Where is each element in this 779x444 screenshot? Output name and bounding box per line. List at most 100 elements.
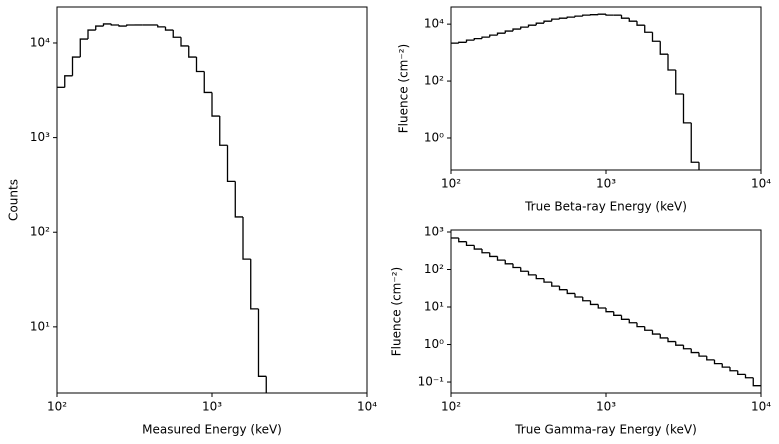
histogram-step bbox=[558, 17, 568, 20]
x-tick-label: 10² bbox=[441, 400, 461, 414]
histogram-step bbox=[605, 308, 614, 313]
histogram-step bbox=[211, 92, 220, 117]
histogram-step bbox=[164, 26, 174, 31]
histogram-step bbox=[126, 24, 135, 27]
histogram-step bbox=[180, 37, 189, 47]
histogram-step bbox=[582, 296, 591, 302]
histogram-step bbox=[636, 21, 645, 26]
histogram-step bbox=[690, 122, 699, 163]
histogram-step bbox=[527, 24, 537, 28]
panel: 10² 10³ 10⁴ 10⁰ 10² 10⁴ True Beta-ray Energy (… bbox=[397, 6, 771, 214]
histogram-step bbox=[110, 23, 120, 26]
x-tick-label: 10³ bbox=[202, 400, 222, 414]
y-tick-label: 10³ bbox=[424, 224, 444, 238]
y-tick-label: 10⁴ bbox=[30, 35, 50, 49]
histogram-step bbox=[698, 162, 700, 170]
histogram-step bbox=[651, 32, 661, 42]
y-axis-label: Fluence (cm⁻²) bbox=[397, 44, 411, 133]
histogram-step bbox=[257, 308, 267, 377]
histogram-step bbox=[737, 370, 746, 376]
histogram-step bbox=[620, 315, 630, 320]
histogram-step bbox=[628, 18, 638, 22]
histogram-step bbox=[489, 34, 498, 38]
histogram-step bbox=[234, 181, 244, 218]
histogram-step bbox=[496, 32, 506, 36]
histogram-step bbox=[496, 256, 506, 261]
histogram-step bbox=[195, 57, 205, 73]
histogram-step bbox=[465, 241, 475, 247]
histogram-step bbox=[520, 26, 529, 30]
histogram-step bbox=[644, 326, 653, 331]
histogram-step bbox=[481, 36, 490, 39]
histogram-step bbox=[566, 289, 576, 295]
x-tick-label: 10³ bbox=[596, 177, 616, 191]
histogram-step bbox=[566, 16, 576, 19]
histogram-step bbox=[644, 25, 653, 33]
histogram-step bbox=[752, 377, 761, 387]
panel: 10² 10³ 10⁴ 10¹ 10² 10³ 10⁴ Measured Energy (ke… bbox=[7, 6, 377, 437]
histogram-step bbox=[675, 341, 684, 346]
histogram-step bbox=[118, 24, 127, 27]
plot-area bbox=[57, 23, 267, 393]
histogram-step bbox=[512, 28, 521, 32]
histogram-step bbox=[465, 39, 475, 43]
histogram-step bbox=[512, 263, 521, 269]
plot-area bbox=[451, 13, 700, 170]
x-tick-label: 10⁴ bbox=[751, 400, 771, 414]
histogram-step bbox=[219, 116, 228, 146]
histogram-step bbox=[95, 25, 104, 31]
histogram-step bbox=[589, 300, 599, 306]
histogram-step bbox=[682, 345, 692, 350]
x-axis-label: True Beta-ray Energy (keV) bbox=[524, 200, 687, 214]
histogram-step bbox=[473, 245, 483, 250]
histogram-step bbox=[535, 22, 544, 26]
histogram-step bbox=[71, 56, 81, 76]
y-tick-label: 10³ bbox=[30, 130, 50, 144]
x-tick-label: 10² bbox=[441, 177, 461, 191]
y-tick-label: 10⁰ bbox=[424, 130, 444, 144]
y-axis-label: Fluence (cm⁻²) bbox=[390, 267, 404, 356]
axes-frame bbox=[450, 6, 762, 171]
y-tick-label: 10⁰ bbox=[424, 337, 444, 351]
histogram-step bbox=[636, 322, 645, 328]
histogram-step bbox=[265, 376, 267, 393]
histogram-step bbox=[574, 15, 583, 18]
histogram-step bbox=[682, 94, 692, 124]
x-tick-label: 10⁴ bbox=[751, 177, 771, 191]
histogram-step bbox=[551, 282, 560, 287]
plot-area bbox=[451, 237, 761, 387]
histogram-step bbox=[597, 304, 606, 309]
histogram-step bbox=[188, 45, 197, 58]
x-axis-label: Measured Energy (keV) bbox=[142, 423, 282, 437]
histogram-step bbox=[651, 330, 661, 335]
histogram-step bbox=[226, 145, 236, 182]
histogram-step bbox=[203, 71, 212, 94]
y-tick-label: 10² bbox=[30, 225, 50, 239]
panel: 10² 10³ 10⁴ 10⁻¹ 10⁰ 10¹ 10² 10³ True Gamma-ray … bbox=[390, 224, 772, 436]
histogram-step bbox=[79, 38, 89, 58]
x-axis-label: True Gamma-ray Energy (keV) bbox=[514, 423, 697, 437]
histogram-step bbox=[172, 30, 182, 38]
histogram-step bbox=[659, 334, 669, 339]
y-tick-label: 10¹ bbox=[30, 319, 50, 333]
histogram-step bbox=[744, 374, 754, 379]
histogram-step bbox=[628, 319, 638, 324]
histogram-step bbox=[605, 14, 614, 16]
histogram-step bbox=[721, 363, 731, 368]
y-tick-label: 10⁻¹ bbox=[418, 375, 445, 389]
histogram-step bbox=[574, 293, 583, 298]
histogram-step bbox=[620, 15, 630, 19]
histogram-step bbox=[543, 278, 552, 283]
histogram-step bbox=[597, 13, 606, 15]
histogram-step bbox=[698, 352, 707, 357]
histogram-step bbox=[527, 271, 537, 276]
histogram-step bbox=[667, 54, 676, 71]
histogram-step bbox=[64, 75, 73, 88]
histogram-step bbox=[504, 260, 514, 265]
histogram-step bbox=[667, 337, 676, 343]
y-tick-label: 10² bbox=[424, 74, 444, 88]
x-tick-label: 10⁴ bbox=[357, 400, 377, 414]
histogram-step bbox=[250, 259, 259, 310]
histogram-step bbox=[551, 18, 560, 22]
